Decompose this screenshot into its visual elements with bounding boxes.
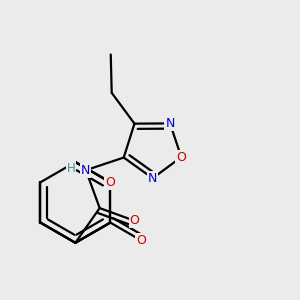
Text: O: O [176,151,186,164]
Text: N: N [81,164,91,177]
Text: N: N [165,117,175,130]
Text: O: O [136,234,146,247]
Text: O: O [105,176,115,189]
Text: N: N [148,172,157,185]
Text: O: O [130,214,140,227]
Text: H: H [67,162,76,175]
